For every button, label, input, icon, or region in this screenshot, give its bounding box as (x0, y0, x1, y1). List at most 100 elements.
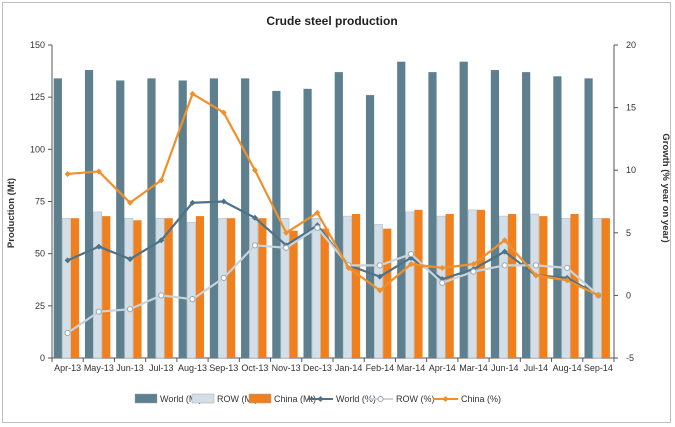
y2-tick-label: 20 (626, 40, 636, 50)
point-world (251, 214, 258, 221)
point-world (501, 248, 508, 255)
point-row (532, 262, 540, 269)
bar-row-mt (186, 222, 196, 359)
point-china (564, 277, 571, 284)
legend-label-row: ROW (%) (396, 394, 435, 404)
bar-china-mt (320, 228, 329, 358)
point-row (283, 244, 290, 251)
x-tick-label: Apr-14 (429, 363, 456, 373)
point-row (64, 329, 71, 337)
point-china (283, 229, 290, 236)
bar-row-mt (499, 215, 508, 359)
bar-world-mt (490, 70, 500, 358)
bar-china-mt (227, 218, 236, 358)
point-china (95, 168, 102, 175)
point-china (189, 90, 196, 97)
bar-row-mt (124, 217, 134, 359)
point-row (564, 264, 571, 271)
legend-label-world: World (%) (336, 394, 376, 404)
y-tick-label: 150 (30, 40, 45, 50)
chart-title: Crude steel production (266, 14, 397, 28)
y-tick-label: 125 (30, 92, 45, 102)
bar-row-mt (93, 211, 102, 359)
point-row (220, 274, 227, 281)
y2-axis-label: Growth (% year on year) (660, 133, 671, 242)
x-tick-label: Feb-14 (366, 363, 395, 373)
y2-tick-label: 10 (626, 165, 636, 175)
bar-row-mt (218, 217, 227, 359)
point-china (127, 199, 134, 206)
bar-china-mt (539, 216, 548, 358)
bar-world-mt (365, 95, 375, 358)
bar-china-mt (195, 216, 204, 358)
bar-world-mt (272, 90, 281, 358)
line-row (66, 226, 600, 334)
point-china (376, 287, 383, 294)
point-world (95, 243, 102, 250)
y-tick-label: 25 (35, 301, 45, 311)
bar-row-mt (530, 213, 540, 359)
bar-china-mt (414, 209, 423, 358)
bar-china-mt (258, 218, 267, 358)
bar-china-mt (164, 218, 173, 358)
point-china (220, 109, 227, 116)
bar-row-mt (155, 217, 165, 359)
bar-world-mt (147, 78, 156, 359)
point-china (532, 272, 539, 279)
point-china (251, 167, 258, 174)
point-row (376, 262, 383, 269)
y-tick-label: 100 (30, 144, 45, 154)
x-tick-label: Aug-13 (178, 363, 207, 373)
point-row (470, 268, 477, 275)
bar-world-mt (178, 80, 187, 359)
bar-row-mt (561, 217, 571, 359)
bar-row-mt (249, 217, 259, 359)
y2-tick-label: 0 (626, 290, 631, 300)
point-china (595, 292, 602, 299)
y2-tick-label: -5 (626, 353, 634, 363)
bar-row-mt (311, 217, 321, 359)
point-world (127, 256, 134, 263)
legend: World (Mt) ROW (Mt) China (Mt) World (%) ROW… (134, 393, 501, 404)
bar-china-mt (601, 218, 610, 358)
bar-row-mt (62, 217, 71, 359)
line-world (67, 200, 599, 297)
bar-world-mt (397, 61, 406, 359)
bar-row-mt (592, 217, 602, 359)
legend-label-world-mt: World (Mt) (160, 394, 202, 404)
bar-world-mt (53, 78, 62, 359)
bar-row-mt (343, 215, 352, 359)
x-tick-label: Jun-13 (116, 363, 144, 373)
x-tick-label: Jan-14 (335, 363, 363, 373)
bar-world-mt (116, 80, 125, 359)
point-row (501, 262, 508, 269)
legend-label-china: China (%) (461, 394, 501, 404)
legend-marker-world (317, 396, 324, 402)
bar-world-mt (334, 72, 343, 359)
point-row (407, 250, 415, 258)
bar-china-mt (445, 214, 454, 358)
y-tick-label: 0 (40, 353, 45, 363)
x-tick-label: Aug-14 (553, 363, 582, 373)
legend-swatch-world-mt (134, 393, 158, 404)
point-world (158, 237, 165, 244)
bar-china-mt (570, 214, 579, 358)
point-china (64, 170, 71, 177)
bar-china-mt (383, 228, 392, 358)
point-row (158, 292, 165, 299)
bar-china-mt (351, 214, 361, 358)
bar-row-mt (280, 217, 290, 359)
point-world (220, 198, 227, 205)
point-row (189, 296, 196, 303)
point-china (345, 264, 352, 271)
bar-world-mt (84, 70, 94, 358)
x-tick-label: Jul-14 (524, 363, 549, 373)
x-tick-label: Jul-13 (149, 363, 174, 373)
x-tick-label: Sep-13 (209, 363, 238, 373)
x-tick-label: Sep-14 (584, 363, 613, 373)
bar-world-mt (553, 76, 562, 359)
y2-tick-label: 5 (626, 228, 631, 238)
point-world (376, 273, 383, 280)
bar-china-mt (476, 209, 485, 358)
